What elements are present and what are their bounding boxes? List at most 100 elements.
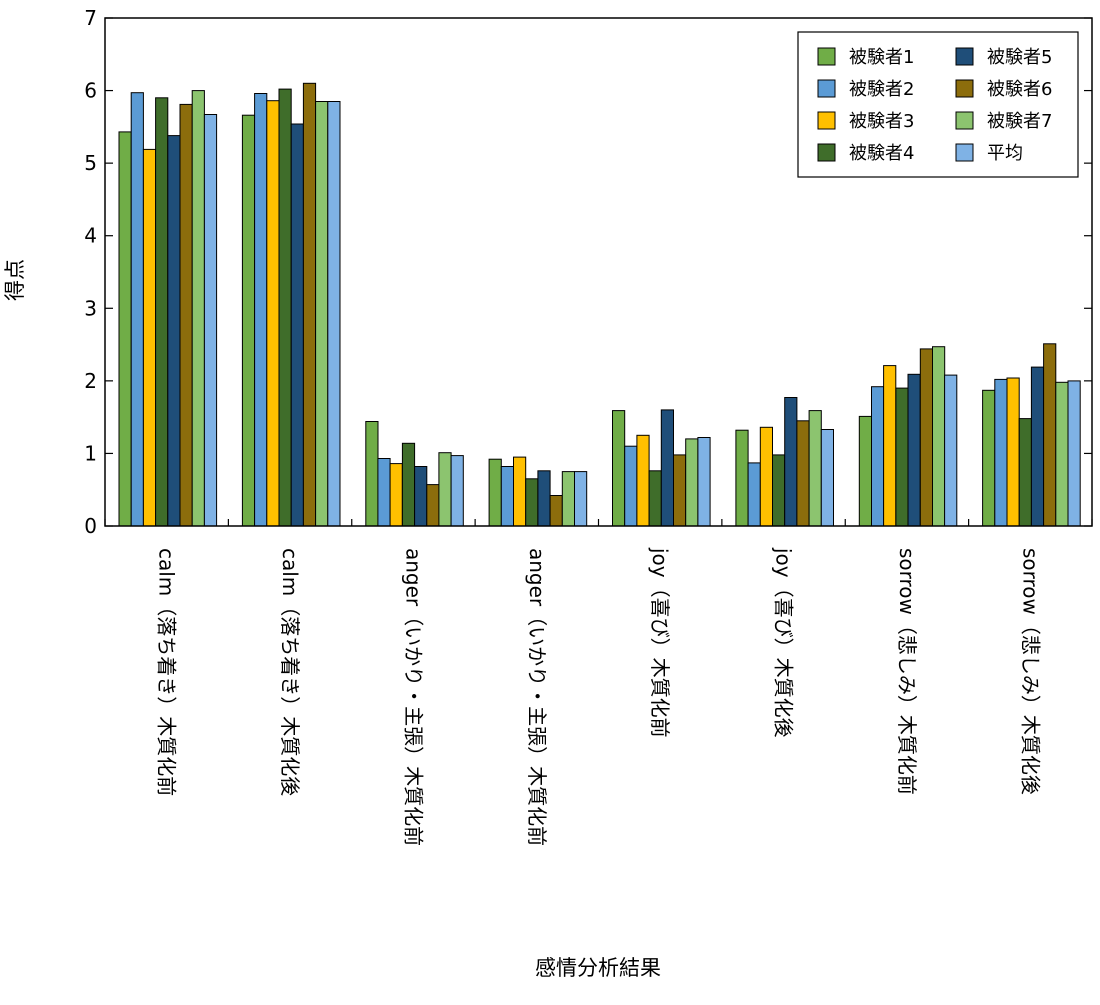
bar-1-series-5 [167,135,181,527]
bar-7-series-5 [907,373,921,527]
bar-5-series-4 [648,470,662,527]
y-tick-label: 5 [84,151,97,175]
bar-7-series-4 [895,387,909,527]
bar-7-series-6 [919,348,933,527]
legend-box [797,31,1079,178]
bar-7-series-7 [932,346,946,527]
bar-6-series-3 [759,426,773,527]
bar-1-series-3 [142,148,157,527]
y-tick-label: 2 [84,369,97,393]
bar-6-series-1 [735,429,749,527]
legend-label-7: 被験者7 [987,111,1052,132]
bar-8-series-1 [982,389,996,527]
bar-4-series-5 [537,470,551,527]
category-label-6: joy（喜び）木質化後 [772,547,796,738]
legend-swatch-4 [817,143,836,162]
axes-group [104,17,1093,527]
category-label-4: anger（いかり・主張）木質化前 [525,548,549,846]
legend-label-4: 被験者4 [849,143,914,164]
category-label-8: sorrow（悲しみ）木質化後 [1018,548,1042,795]
bar-8-series-7 [1055,381,1069,527]
bar-4-series-4 [525,478,539,527]
bar-2-series-4 [278,88,292,527]
bar-6-series-7 [808,410,822,527]
legend-swatch-5 [955,47,974,66]
bar-2-series-7 [315,101,329,527]
bar-4-series-2 [500,466,514,527]
y-tick-label: 0 [84,514,97,538]
bar-5-series-6 [673,454,687,527]
bar-8-series-8 [1067,380,1081,527]
y-axis-title: 得点 [3,259,27,301]
legend-swatch-7 [955,111,974,130]
bar-5-series-7 [685,438,699,527]
bar-4-series-6 [549,495,563,527]
bar-3-series-6 [426,484,440,527]
category-label-5: joy（喜び）木質化前 [648,547,672,738]
bar-4-series-8 [574,471,588,527]
bar-3-series-4 [401,442,416,527]
legend-label-8: 平均 [987,143,1023,164]
bar-4-series-3 [513,456,527,527]
legend-label-6: 被験者6 [987,79,1052,100]
legend-label-5: 被験者5 [987,47,1052,68]
bar-5-series-8 [697,437,711,527]
bar-6-series-6 [796,420,810,527]
bar-7-series-8 [944,374,958,527]
category-label-1: calm（落ち着き）木質化前 [155,548,179,796]
bar-4-series-1 [488,458,502,527]
legend: 被験者1 被験者2 被験者3 被験者4 被験者5 被験者6 被験者7 平均 [797,31,1079,178]
legend-label-1: 被験者1 [849,47,914,68]
legend-label-2: 被験者2 [849,79,914,100]
bar-6-series-5 [784,397,798,527]
bar-5-series-3 [636,434,650,527]
bar-8-series-6 [1043,343,1057,527]
y-tick-label: 4 [84,224,97,248]
bar-1-series-2 [130,92,144,527]
bar-6-series-8 [820,429,834,527]
bar-5-series-2 [624,445,638,527]
bar-7-series-3 [883,365,897,527]
y-tick-label: 6 [84,79,97,103]
bar-3-series-7 [438,452,452,527]
y-ticks-group: 0 1 2 3 4 5 6 7 [84,6,1092,538]
y-tick-label: 7 [84,6,97,30]
bar-3-series-3 [389,463,403,527]
bar-8-series-5 [1030,366,1045,527]
category-label-7: sorrow（悲しみ）木質化前 [895,548,919,795]
y-tick-label: 1 [84,441,97,465]
bar-4-series-7 [561,471,575,527]
category-label-2: calm（落ち着き）木質化後 [278,548,302,796]
bar-8-series-2 [994,378,1008,527]
bar-2-series-6 [302,82,317,527]
bar-7-series-2 [871,386,885,527]
x-axis-title: 感情分析結果 [535,956,661,980]
legend-swatch-1 [817,47,836,66]
bar-8-series-3 [1006,377,1020,527]
bar-5-series-5 [660,409,674,527]
legend-swatch-8 [955,143,974,162]
bar-2-series-1 [241,114,256,527]
y-tick-label: 3 [84,296,97,320]
legend-swatch-3 [817,111,836,130]
category-labels-group: calm（落ち着き）木質化前 calm（落ち着き）木質化後 anger（いかり・主張… [155,547,1043,846]
bar-2-series-3 [266,100,280,527]
bar-8-series-4 [1018,418,1032,527]
bar-5-series-1 [612,410,626,527]
bar-3-series-2 [377,458,391,527]
bar-2-series-2 [254,93,268,527]
bar-1-series-8 [203,114,218,527]
legend-swatch-6 [955,79,974,98]
bar-2-series-8 [327,101,341,527]
bar-7-series-1 [858,415,872,527]
bar-3-series-5 [414,466,428,527]
category-label-3: anger（いかり・主張）木質化前 [401,548,425,846]
legend-label-3: 被験者3 [849,111,914,132]
bar-2-series-5 [290,123,304,527]
bar-1-series-6 [179,103,193,527]
bar-1-series-4 [155,97,169,527]
bar-6-series-2 [747,462,761,527]
bar-1-series-7 [191,90,205,527]
